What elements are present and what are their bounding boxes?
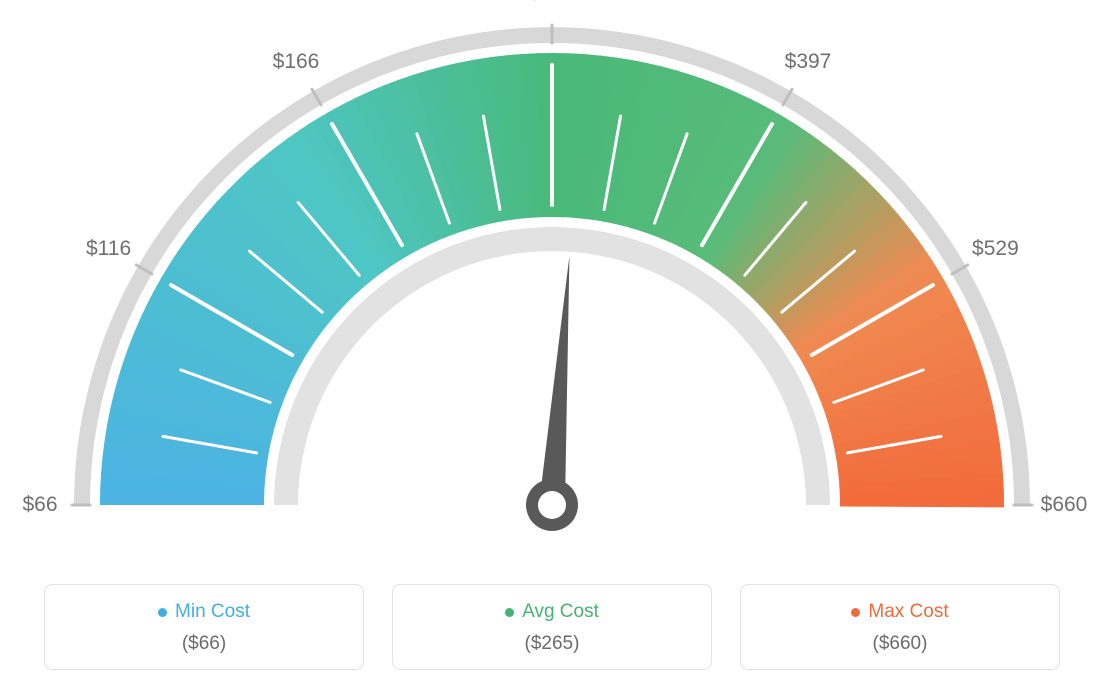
legend-box-min: Min Cost ($66) xyxy=(44,584,364,670)
gauge-tick-label: $66 xyxy=(22,493,57,517)
legend-text-max: Max Cost xyxy=(868,601,948,623)
legend-dot-max xyxy=(851,608,860,617)
gauge-tick-label: $397 xyxy=(785,50,832,74)
legend-dot-avg xyxy=(505,608,514,617)
legend-label-avg: Avg Cost xyxy=(505,601,599,623)
gauge-tick-label: $660 xyxy=(1041,493,1088,517)
gauge-tick-label: $529 xyxy=(972,237,1019,261)
legend-text-avg: Avg Cost xyxy=(522,601,599,623)
legend-label-max: Max Cost xyxy=(851,601,948,623)
gauge-tick-label: $166 xyxy=(273,50,320,74)
legend-row: Min Cost ($66) Avg Cost ($265) Max Cost … xyxy=(0,584,1104,670)
gauge-svg xyxy=(0,0,1104,560)
legend-value-avg: ($265) xyxy=(393,633,711,655)
gauge-chart: $66 $116 $166 $265 $397 $529 $660 xyxy=(0,0,1104,560)
legend-value-max: ($660) xyxy=(741,633,1059,655)
legend-box-max: Max Cost ($660) xyxy=(740,584,1060,670)
legend-box-avg: Avg Cost ($265) xyxy=(392,584,712,670)
gauge-tick-label: $116 xyxy=(86,237,131,261)
gauge-tick-label: $265 xyxy=(529,0,576,5)
legend-label-min: Min Cost xyxy=(158,601,250,623)
legend-dot-min xyxy=(158,608,167,617)
legend-value-min: ($66) xyxy=(45,633,363,655)
legend-text-min: Min Cost xyxy=(175,601,250,623)
